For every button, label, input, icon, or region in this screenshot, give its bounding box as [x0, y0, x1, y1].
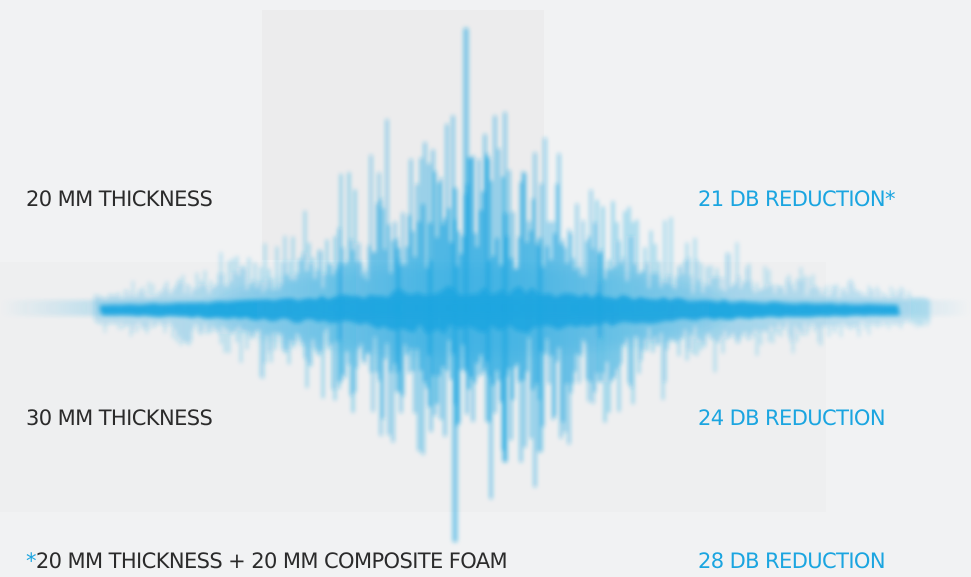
row-1-reduction-value: 21 DB REDUCTION [698, 187, 886, 211]
row-1-reduction-asterisk: * [884, 187, 896, 211]
row-3-thickness-label: *20 MM THICKNESS + 20 MM COMPOSITE FOAM [26, 549, 508, 573]
row-2-thickness-label: 30 MM THICKNESS [26, 406, 213, 430]
row-1-thickness-label: 20 MM THICKNESS [26, 187, 213, 211]
row-3-thickness-value: 20 MM THICKNESS + 20 MM COMPOSITE FOAM [35, 549, 508, 573]
row-2-reduction-label: 24 DB REDUCTION [698, 406, 886, 430]
wave-core-band [0, 300, 971, 316]
row-3-reduction-label: 28 DB REDUCTION [698, 549, 886, 573]
row-1-reduction-label: 21 DB REDUCTION* [698, 189, 895, 210]
row-3-thickness-asterisk: * [26, 549, 37, 573]
